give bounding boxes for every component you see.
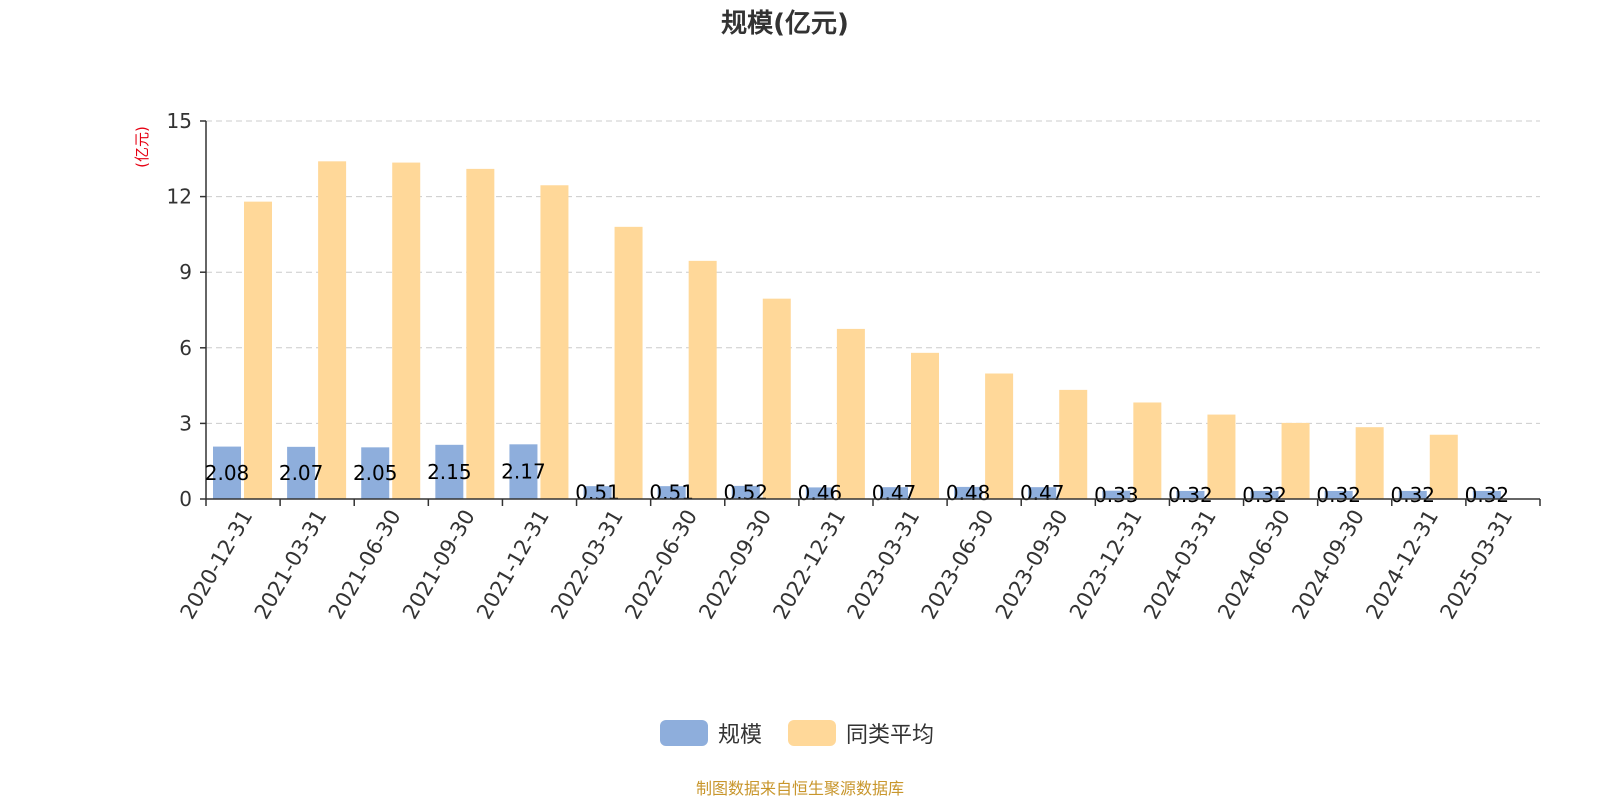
- bar-guimo[interactable]: [509, 444, 538, 499]
- data-label: 0.47: [872, 481, 917, 505]
- legend: 规模 同类平均: [660, 720, 934, 748]
- bar-guimo[interactable]: [1324, 490, 1353, 499]
- bar-tonglei[interactable]: [614, 226, 643, 499]
- x-tick-label: 2021-06-30: [324, 506, 406, 624]
- bar-tonglei[interactable]: [911, 352, 939, 499]
- data-label: 0.32: [1168, 483, 1213, 507]
- bar-tonglei[interactable]: [392, 162, 421, 499]
- bar-tonglei[interactable]: [688, 260, 717, 499]
- bar-guimo[interactable]: [1472, 490, 1501, 499]
- x-tick-label: 2021-09-30: [398, 506, 480, 624]
- x-tick-label: 2024-09-30: [1287, 506, 1369, 624]
- bar-guimo[interactable]: [361, 447, 390, 499]
- x-axis: [205, 498, 1541, 506]
- bar-guimo[interactable]: [657, 486, 686, 499]
- bar-guimo[interactable]: [805, 487, 834, 499]
- x-tick-label: 2020-12-31: [176, 506, 258, 624]
- data-label: 0.52: [724, 480, 769, 504]
- bar-guimo[interactable]: [880, 487, 908, 499]
- x-tick-label: 2022-12-31: [768, 506, 850, 624]
- x-tick-label: 2023-09-30: [991, 506, 1073, 624]
- bar-guimo[interactable]: [1398, 490, 1427, 499]
- legend-swatch-guimo[interactable]: [660, 720, 708, 746]
- bar-tonglei[interactable]: [466, 168, 495, 499]
- data-label: 0.46: [798, 481, 843, 505]
- bar-guimo[interactable]: [287, 446, 316, 499]
- bars: [213, 161, 1501, 499]
- bar-guimo[interactable]: [954, 486, 983, 499]
- chart-title: 规模(亿元): [721, 9, 849, 39]
- data-label: 0.51: [649, 481, 694, 505]
- bar-tonglei[interactable]: [1059, 389, 1088, 499]
- bar-guimo[interactable]: [1176, 490, 1205, 499]
- data-labels: 2.08 2.07 2.05 2.15 2.17 0.51 0.51 0.52 0.46 0.47…: [205, 460, 1509, 507]
- bar-guimo[interactable]: [435, 444, 464, 499]
- legend-label-guimo[interactable]: 规模: [718, 723, 762, 748]
- y-axis-unit: (亿元): [133, 126, 151, 168]
- y-tick-label: 9: [179, 260, 192, 284]
- data-label: 0.32: [1242, 483, 1287, 507]
- legend-label-tonglei[interactable]: 同类平均: [846, 723, 934, 748]
- data-label: 0.47: [1020, 481, 1065, 505]
- y-tick-label: 6: [179, 336, 192, 360]
- data-label: 2.08: [205, 461, 250, 485]
- data-source: 制图数据来自恒生聚源数据库: [696, 779, 904, 798]
- grid-lines: [206, 120, 1540, 424]
- y-tick-label: 12: [167, 185, 192, 209]
- bar-tonglei[interactable]: [244, 201, 272, 499]
- bar-tonglei[interactable]: [1207, 414, 1236, 499]
- x-tick-label: 2025-03-31: [1435, 506, 1517, 624]
- y-tick-label: 0: [179, 487, 192, 511]
- data-label: 0.33: [1094, 483, 1139, 507]
- data-label: 0.32: [1316, 483, 1361, 507]
- legend-swatch-tonglei[interactable]: [788, 720, 836, 746]
- x-tick-label: 2021-12-31: [472, 506, 554, 624]
- x-tick-label: 2024-12-31: [1361, 506, 1443, 624]
- x-tick-label: 2023-06-30: [917, 506, 999, 624]
- bar-tonglei[interactable]: [1281, 422, 1310, 499]
- data-label: 0.32: [1391, 483, 1436, 507]
- bar-tonglei[interactable]: [1355, 427, 1384, 499]
- data-label: 0.51: [575, 481, 620, 505]
- y-axis: 0 3 6 9 12 15: [167, 109, 207, 511]
- y-tick-label: 3: [179, 411, 192, 435]
- x-tick-label: 2023-12-31: [1065, 506, 1147, 624]
- bar-tonglei[interactable]: [985, 373, 1014, 499]
- bar-tonglei[interactable]: [1429, 434, 1458, 499]
- data-label: 0.48: [946, 481, 991, 505]
- bar-guimo[interactable]: [731, 485, 760, 499]
- bar-guimo[interactable]: [583, 486, 612, 499]
- y-tick-label: 15: [167, 109, 192, 133]
- x-tick-label: 2022-06-30: [620, 506, 702, 624]
- bar-tonglei[interactable]: [762, 298, 791, 499]
- x-tick-label: 2021-03-31: [250, 506, 332, 624]
- data-label: 2.07: [279, 461, 324, 485]
- x-tick-label: 2024-03-31: [1139, 506, 1221, 624]
- x-tick-labels: 2020-12-312021-03-312021-06-302021-09-30…: [176, 506, 1518, 624]
- data-label: 2.05: [353, 461, 398, 485]
- data-label: 2.15: [427, 460, 472, 484]
- data-label: 0.32: [1465, 483, 1510, 507]
- x-tick-label: 2023-03-31: [843, 506, 925, 624]
- bar-tonglei[interactable]: [540, 185, 569, 499]
- x-tick-label: 2022-09-30: [694, 506, 776, 624]
- bar-guimo[interactable]: [1250, 490, 1279, 499]
- bar-tonglei[interactable]: [318, 161, 347, 499]
- bar-guimo[interactable]: [1102, 490, 1131, 499]
- x-tick-label: 2024-06-30: [1213, 506, 1295, 624]
- bar-tonglei[interactable]: [836, 328, 865, 499]
- x-tick-label: 2022-03-31: [546, 506, 628, 624]
- bar-tonglei[interactable]: [1133, 402, 1162, 499]
- bar-guimo[interactable]: [213, 446, 241, 499]
- bar-guimo[interactable]: [1028, 487, 1057, 499]
- data-label: 2.17: [501, 460, 546, 484]
